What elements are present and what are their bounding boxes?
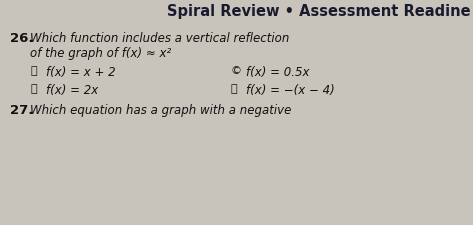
Text: Ⓐ: Ⓐ [30,66,36,76]
Text: ⒳: ⒳ [230,84,236,94]
Text: f(x) = −(x − 4): f(x) = −(x − 4) [246,84,335,97]
Text: Spiral Review • Assessment Readine: Spiral Review • Assessment Readine [167,4,471,19]
Text: 26.: 26. [10,32,34,45]
Text: Ⓑ: Ⓑ [30,84,36,94]
Text: of the graph of f(x) ≈ x²: of the graph of f(x) ≈ x² [30,47,171,60]
Text: f(x) = 0.5x: f(x) = 0.5x [246,66,309,79]
Text: Which equation has a graph with a negative: Which equation has a graph with a negati… [30,104,291,117]
Text: f(x) = 2x: f(x) = 2x [46,84,98,97]
Text: ©: © [230,66,241,76]
Text: f(x) = x + 2: f(x) = x + 2 [46,66,115,79]
Text: Which function includes a vertical reflection: Which function includes a vertical refle… [30,32,289,45]
Text: 27.: 27. [10,104,34,117]
